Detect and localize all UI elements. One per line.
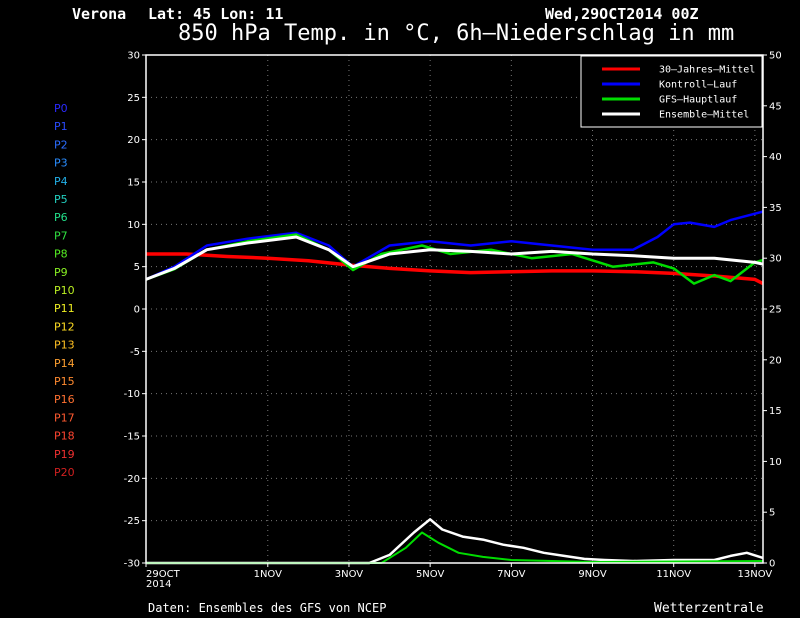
member-label: P5 (54, 193, 68, 206)
precip-series (146, 518, 764, 565)
legend-label: Kontroll–Lauf (659, 80, 737, 91)
y-tick-label-left: 15 (127, 178, 140, 189)
y-tick-label-left: 10 (127, 220, 140, 231)
y-tick-label-right: 10 (769, 457, 782, 468)
y-tick-label-left: 30 (127, 51, 140, 62)
y-tick-label-right: 20 (769, 355, 782, 366)
member-label: P0 (54, 102, 68, 115)
x-tick-label: 7NOV (497, 569, 526, 580)
precip-line (146, 531, 764, 564)
date-label: Wed,29OCT2014 00Z (545, 5, 699, 23)
member-label: P18 (54, 430, 75, 443)
y-tick-label-right: 40 (769, 152, 782, 163)
temperature-series (145, 210, 764, 286)
member-label: P11 (54, 302, 75, 315)
legend-items: 30–Jahres–Mittel Kontroll–Lauf GFS–Hauptla… (602, 65, 755, 121)
member-list: P0 P1 P2 P3 P4 P5 P6 P7 P8 P9 P10 P11 P12 P13 P14 P15 P1… (54, 102, 75, 479)
member-label: P9 (54, 266, 68, 279)
temperature-line (145, 210, 764, 281)
y-tick-label-left: 0 (134, 305, 140, 316)
member-label: P16 (54, 393, 75, 406)
y-tick-label-right: 50 (769, 51, 782, 62)
member-label: P12 (54, 320, 75, 333)
legend: 30–Jahres–Mittel Kontroll–Lauf GFS–Hauptla… (580, 55, 763, 128)
x-tick-label: 9NOV (578, 569, 607, 580)
y-tick-label-right: 5 (769, 508, 775, 519)
y-tick-label-left: -20 (124, 474, 140, 485)
precip-line (146, 518, 764, 565)
y-tick-label-right: 15 (769, 406, 782, 417)
y-tick-label-right: 45 (769, 101, 782, 112)
chart-title: 850 hPa Temp. in °C, 6h–Niederschlag in … (178, 21, 734, 46)
member-label: P3 (54, 157, 68, 170)
member-label: P6 (54, 211, 68, 224)
y-tick-label-left: -15 (124, 432, 140, 443)
member-label: P1 (54, 120, 68, 133)
footer-brand: Wetterzentrale (654, 601, 764, 616)
temperature-line (146, 252, 764, 286)
y-tick-label-left: -10 (124, 389, 140, 400)
footer-source: Daten: Ensembles des GFS von NCEP (148, 601, 386, 615)
coords-label: Lat: 45 Lon: 11 (148, 5, 283, 23)
y-tick-label-left: -5 (130, 347, 140, 358)
legend-label: Ensemble–Mittel (659, 110, 749, 121)
member-label: P19 (54, 448, 75, 461)
member-label: P7 (54, 229, 68, 242)
member-label: P10 (54, 284, 75, 297)
y-tick-label-left: -30 (124, 559, 140, 570)
temperature-line (145, 233, 764, 285)
y-tick-label-left: 20 (127, 135, 140, 146)
member-label: P13 (54, 339, 75, 352)
x-tick-label: 29OCT (146, 569, 181, 580)
y-tick-label-left: -25 (124, 516, 140, 527)
x-tick-label: 1NOV (254, 569, 283, 580)
y-axis-left: 30 25 20 15 10 5 0 -5 -10 -15 -20 -25 -30 (124, 51, 146, 570)
x-tick-label: 5NOV (416, 569, 445, 580)
x-tick-label: 13NOV (738, 569, 773, 580)
legend-label: GFS–Hauptlauf (659, 95, 737, 106)
member-label: P17 (54, 411, 75, 424)
y-tick-label-left: 5 (134, 262, 140, 273)
x-axis: 29OCT2014 1NOV 3NOV 5NOV 7NOV 9NOV 11NOV 13NOV (145, 563, 773, 590)
member-label: P2 (54, 138, 68, 151)
legend-label: 30–Jahres–Mittel (659, 65, 755, 76)
location-label: Verona (72, 5, 126, 23)
y-tick-label-right: 0 (769, 559, 775, 570)
x-tick-label: 11NOV (656, 569, 691, 580)
member-label: P14 (54, 357, 75, 370)
y-tick-label-right: 35 (769, 203, 782, 214)
member-label: P20 (54, 466, 75, 479)
member-label: P4 (54, 175, 68, 188)
x-tick-label-year: 2014 (146, 579, 171, 590)
x-tick-label: 3NOV (335, 569, 364, 580)
member-label: P15 (54, 375, 75, 388)
temperature-line (145, 235, 764, 281)
y-tick-label-left: 25 (127, 93, 140, 104)
y-tick-label-right: 30 (769, 254, 782, 265)
member-label: P8 (54, 248, 68, 261)
y-tick-label-right: 25 (769, 305, 782, 316)
